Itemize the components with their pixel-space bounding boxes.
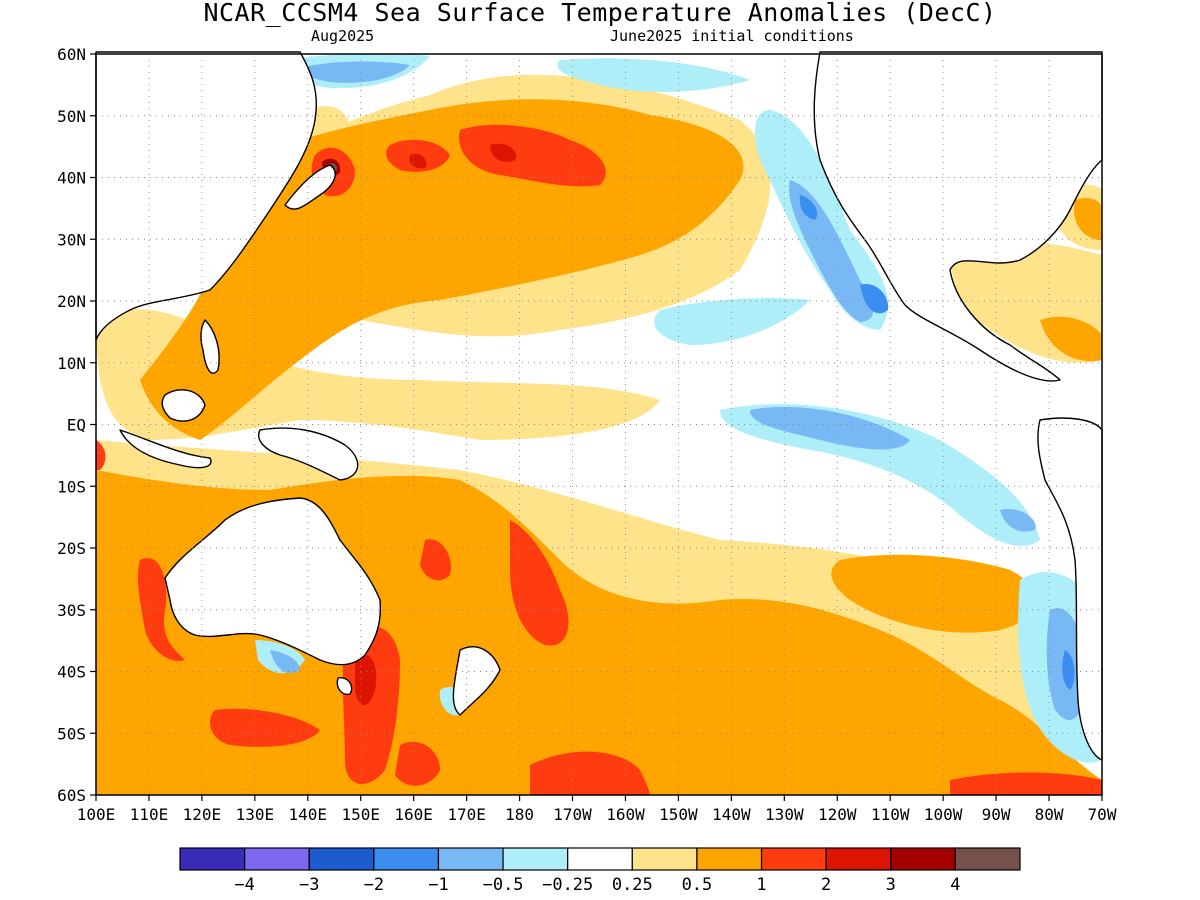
lat-tick-label: 10N: [57, 354, 86, 373]
valid-month-label: Aug2025: [311, 27, 375, 45]
lat-tick-label: 60N: [57, 45, 86, 64]
colorbar-label: −0.25: [542, 875, 593, 895]
lat-tick-label: 10S: [57, 477, 86, 496]
lon-tick-label: 150E: [341, 805, 380, 824]
colorbar-label: 0.5: [682, 875, 713, 895]
lon-tick-label: 140W: [712, 805, 751, 824]
lat-tick-label: 20S: [57, 539, 86, 558]
lon-tick-label: 90W: [982, 805, 1011, 824]
colorbar-swatch: [502, 847, 569, 871]
colorbar-swatch: [760, 847, 827, 871]
lon-tick-label: 180: [505, 805, 534, 824]
anomaly-band-neg1-2: [799, 195, 1075, 690]
colorbar-label: −0.5: [483, 875, 524, 895]
lat-tick-label: 50N: [57, 107, 86, 126]
lon-tick-label: 160W: [606, 805, 645, 824]
colorbar-swatch: [696, 847, 763, 871]
new-zealand-islands: [452, 646, 501, 716]
lon-tick-label: 110W: [871, 805, 910, 824]
lon-tick-label: 170W: [553, 805, 592, 824]
colorbar-swatch: [179, 847, 246, 871]
colorbar-label: 4: [950, 875, 960, 895]
new-guinea-landmass: [258, 427, 359, 481]
borneo-island: [161, 389, 206, 422]
colorbar-swatch: [954, 847, 1021, 871]
lon-tick-label: 120W: [818, 805, 857, 824]
colorbar-swatch: [308, 847, 375, 871]
lat-tick-label: 40S: [57, 663, 86, 682]
colorbar: −4 −3 −2 −1 −0.5 −0.25 0.25 0.5 1 2 3 4: [179, 847, 1021, 895]
lat-tick-label: 50S: [57, 724, 86, 743]
colorbar-label: −3: [299, 875, 319, 895]
colorbar-label: 2: [821, 875, 831, 895]
anomaly-band-2-3: [355, 143, 516, 705]
lon-tick-label: 120E: [183, 805, 222, 824]
longitude-axis: 100E 110E 120E 130E 140E 150E 160E 170E 180 170W 1…: [77, 795, 1117, 824]
indonesia-islands: [119, 429, 212, 469]
colorbar-swatch: [825, 847, 892, 871]
tasmania-island: [336, 677, 353, 695]
colorbar-swatch: [437, 847, 504, 871]
lat-tick-label: 60S: [57, 786, 86, 805]
colorbar-swatch: [373, 847, 440, 871]
map-title: NCAR_CCSM4 Sea Surface Temperature Anoma…: [203, 0, 997, 27]
colorbar-swatch: [244, 847, 310, 871]
lon-tick-label: 130W: [765, 805, 804, 824]
colorbar-label: −2: [364, 875, 384, 895]
lat-tick-label: EQ: [67, 416, 86, 435]
colorbar-swatch: [631, 847, 698, 871]
anomaly-band-1-2: [96, 124, 1102, 795]
colorbar-label: −4: [234, 875, 254, 895]
colorbar-label: 1: [756, 875, 766, 895]
colorbar-label: 3: [886, 875, 896, 895]
initial-conditions-label: June2025 initial conditions: [610, 27, 854, 45]
lon-tick-label: 110E: [130, 805, 169, 824]
lat-tick-label: 20N: [57, 292, 86, 311]
asia-landmass: [95, 51, 317, 341]
lon-tick-label: 150W: [659, 805, 698, 824]
lon-tick-label: 130E: [236, 805, 275, 824]
lon-tick-label: 140E: [289, 805, 328, 824]
lon-tick-label: 160E: [394, 805, 433, 824]
lon-tick-label: 100W: [924, 805, 963, 824]
lat-tick-label: 40N: [57, 169, 86, 188]
lon-tick-label: 170E: [447, 805, 486, 824]
lon-tick-label: 100E: [77, 805, 116, 824]
lat-tick-label: 30N: [57, 230, 86, 249]
latitude-axis: 60N 50N 40N 30N 20N 10N EQ 10S 20S 30S 40S 50S 60S: [57, 45, 96, 805]
australia-landmass: [164, 497, 382, 666]
colorbar-swatch: [890, 847, 956, 871]
colorbar-label: 0.25: [612, 875, 653, 895]
north-america-landmass: [813, 51, 1103, 382]
japan-islands: [284, 164, 336, 210]
lat-tick-label: 30S: [57, 601, 86, 620]
lon-tick-label: 80W: [1035, 805, 1064, 824]
colorbar-label: −1: [428, 875, 448, 895]
colorbar-swatch: [567, 847, 633, 871]
lon-tick-label: 70W: [1088, 805, 1117, 824]
philippines-islands: [200, 319, 220, 374]
coastlines: [95, 51, 1103, 761]
